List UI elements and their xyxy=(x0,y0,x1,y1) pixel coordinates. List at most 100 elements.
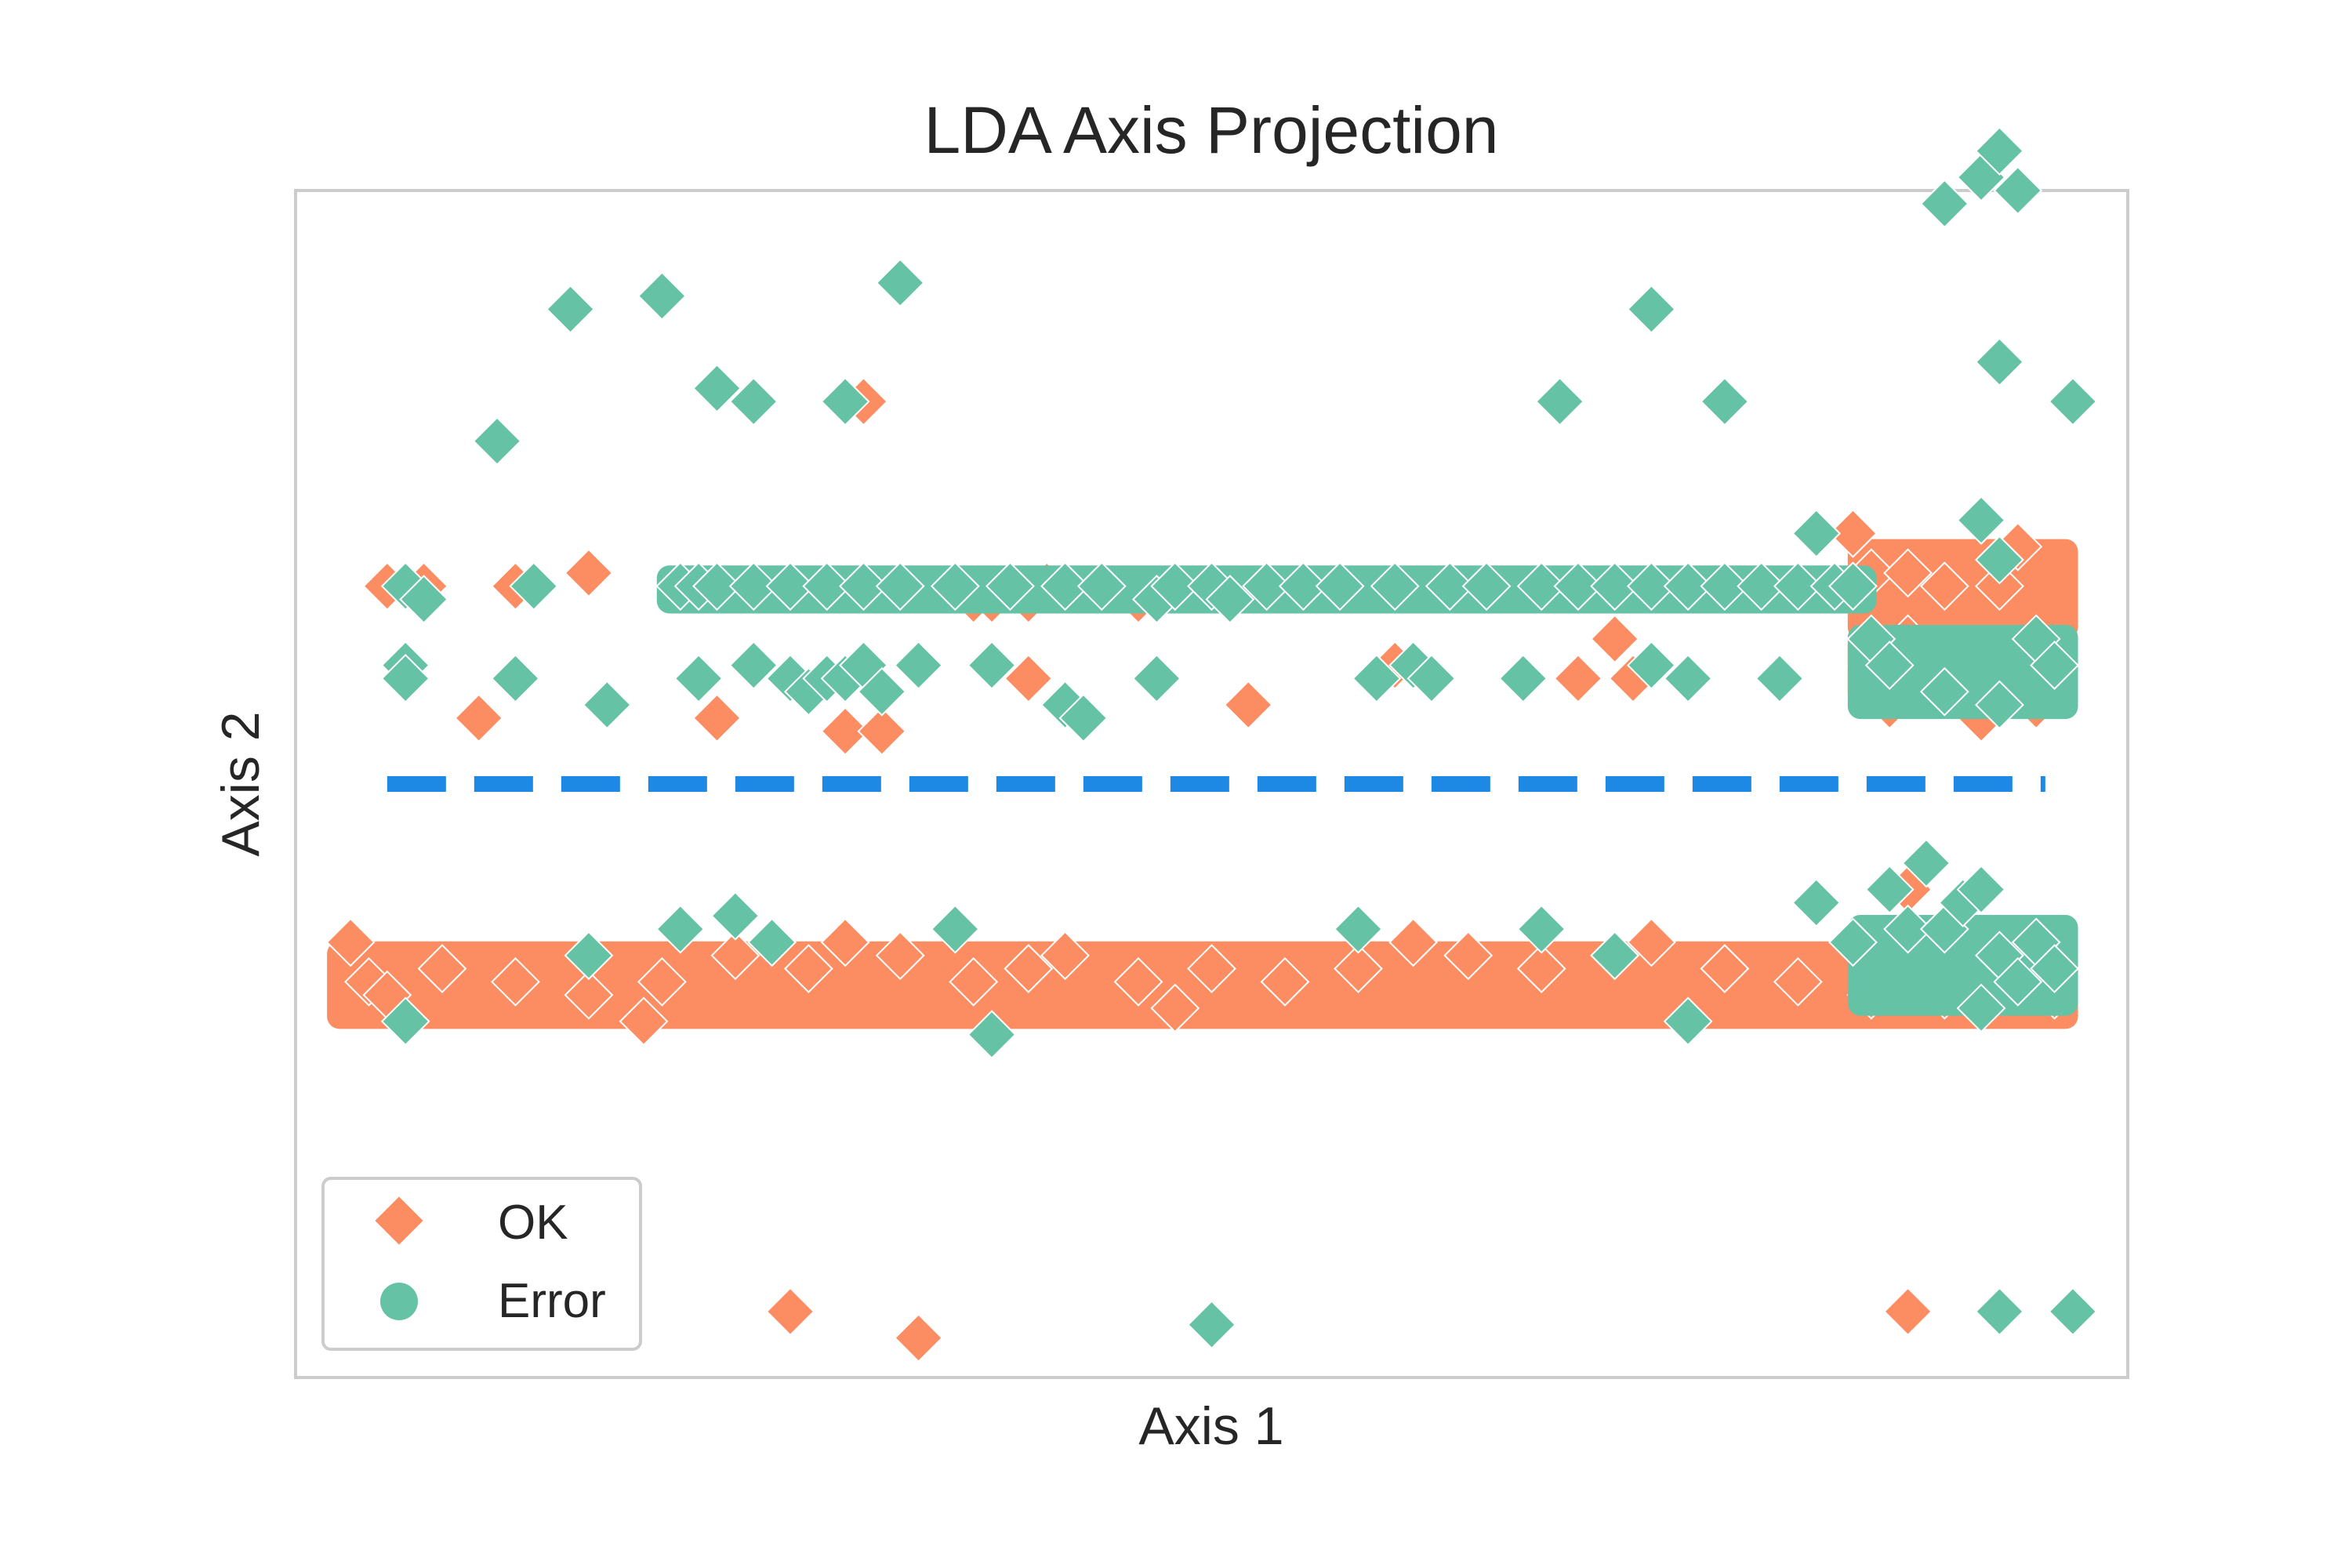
data-point-ok xyxy=(820,917,870,967)
data-point-error xyxy=(1406,654,1457,703)
data-point-error xyxy=(875,561,925,612)
data-point-error xyxy=(1864,641,1915,691)
data-point-error xyxy=(582,680,632,730)
data-point-error xyxy=(1278,561,1328,612)
data-point-error xyxy=(472,416,522,466)
legend: OK Error xyxy=(321,1177,642,1351)
data-point-error xyxy=(1974,1287,2024,1337)
data-point-error xyxy=(1205,575,1255,624)
data-point-error xyxy=(728,641,779,691)
data-point-error xyxy=(1535,376,1584,426)
data-point-error xyxy=(673,654,724,703)
data-point-error xyxy=(1700,376,1750,426)
series-error xyxy=(380,126,2098,1350)
data-point-error xyxy=(1919,179,1969,229)
data-point-error xyxy=(1315,561,1365,612)
data-point-ok xyxy=(1974,561,2024,612)
data-point-error xyxy=(380,654,430,703)
data-point-ok xyxy=(1828,508,1878,558)
y-axis-label: Axis 2 xyxy=(211,711,270,856)
data-point-error xyxy=(967,641,1017,691)
data-point-ok xyxy=(564,970,614,1020)
data-point-error xyxy=(1737,561,1787,612)
legend-error-label: Error xyxy=(498,1274,606,1328)
data-point-error xyxy=(765,561,815,612)
data-point-error xyxy=(692,363,742,413)
data-point-error xyxy=(1663,654,1713,703)
data-point-error xyxy=(1352,654,1402,703)
data-point-error xyxy=(1828,917,1878,967)
data-point-error xyxy=(728,376,779,426)
data-point-error xyxy=(1974,535,2024,585)
data-point-error xyxy=(820,376,870,426)
data-point-error xyxy=(1370,561,1420,612)
data-point-error xyxy=(1626,284,1676,334)
data-point-error xyxy=(1334,904,1383,954)
data-point-error xyxy=(1974,680,2024,730)
point-band-error xyxy=(1847,624,2078,720)
data-point-error xyxy=(857,666,907,717)
data-point-error xyxy=(894,641,943,691)
data-point-error xyxy=(1700,561,1750,612)
data-point-error xyxy=(1773,561,1823,612)
data-point-error xyxy=(1993,165,2043,216)
data-point-error xyxy=(1187,1300,1236,1350)
data-point-error xyxy=(1919,666,1969,717)
data-points xyxy=(325,126,2098,1363)
data-point-ok xyxy=(1919,561,1969,612)
data-point-error xyxy=(930,561,980,612)
data-point-error xyxy=(1974,337,2024,387)
data-point-error xyxy=(637,271,687,321)
data-point-error xyxy=(1626,561,1676,612)
data-point-error xyxy=(1828,561,1878,612)
point-band-ok xyxy=(327,941,2078,1029)
data-point-error xyxy=(2030,641,2079,691)
data-point-ok xyxy=(1553,654,1603,703)
data-point-error xyxy=(1791,508,1842,558)
data-point-ok xyxy=(1187,944,1236,993)
data-point-error xyxy=(930,904,980,954)
data-point-error xyxy=(1461,561,1512,612)
data-point-ok xyxy=(1334,944,1383,993)
data-point-ok xyxy=(417,944,467,993)
legend-ok-label: OK xyxy=(498,1196,568,1250)
data-point-ok xyxy=(1150,983,1200,1033)
data-point-error xyxy=(985,561,1035,612)
data-point-error xyxy=(399,575,449,624)
data-point-error xyxy=(1590,931,1640,981)
data-point-ok xyxy=(1260,956,1310,1007)
data-point-error xyxy=(1956,495,2006,545)
data-point-error xyxy=(1498,654,1548,703)
data-point-error xyxy=(1590,561,1640,612)
data-point-error xyxy=(1040,561,1090,612)
data-point-error xyxy=(380,996,430,1047)
data-point-ok xyxy=(857,706,907,757)
data-point-ok xyxy=(1443,931,1494,981)
data-point-ok xyxy=(783,944,833,993)
legend-error-marker xyxy=(380,1283,418,1320)
data-point-error xyxy=(747,917,797,967)
data-point-error xyxy=(728,561,779,612)
data-point-error xyxy=(1150,561,1200,612)
data-point-ok xyxy=(710,931,760,981)
data-point-error xyxy=(1626,641,1676,691)
data-point-ok xyxy=(1516,944,1566,993)
data-point-ok xyxy=(491,956,540,1007)
data-point-error xyxy=(1516,561,1566,612)
legend-ok-diamond xyxy=(372,1194,426,1247)
data-point-ok xyxy=(619,996,669,1047)
data-point-error xyxy=(1993,956,2043,1007)
data-point-error xyxy=(491,654,540,703)
data-point-error xyxy=(2048,376,2098,426)
x-axis-label: Axis 1 xyxy=(1138,1396,1283,1456)
data-point-error xyxy=(546,284,595,334)
data-point-error xyxy=(1425,561,1475,612)
data-point-error xyxy=(967,1010,1017,1060)
data-point-error xyxy=(1755,654,1805,703)
chart-title: LDA Axis Projection xyxy=(924,93,1498,167)
data-point-error xyxy=(875,258,925,308)
data-point-error xyxy=(2030,944,2079,993)
legend-ok-marker xyxy=(372,1194,426,1247)
data-point-ok xyxy=(949,956,999,1007)
data-point-ok xyxy=(894,1313,943,1363)
